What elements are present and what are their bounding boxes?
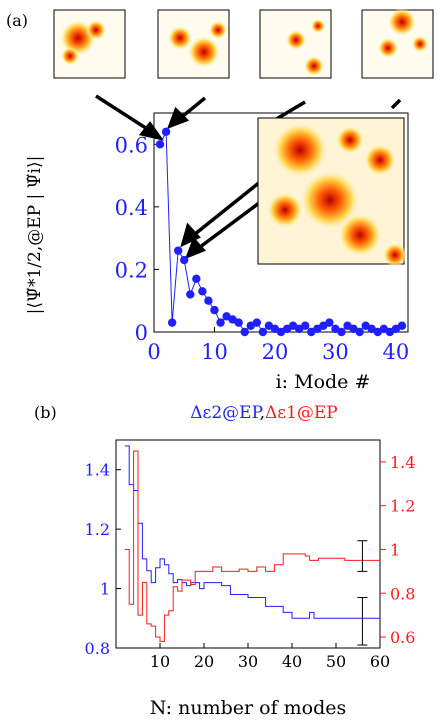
arrow-1-head xyxy=(138,121,165,141)
panel-a-point xyxy=(173,246,183,255)
panel-b-xlabel: N: number of modes xyxy=(150,697,347,719)
panel-a-point xyxy=(167,318,177,327)
panel-a-point xyxy=(204,296,213,305)
panel-a-point xyxy=(258,327,268,337)
panel-b-xtick-label: 50 xyxy=(326,652,346,671)
panel-a-point xyxy=(355,327,364,337)
inset-heatmap xyxy=(257,117,407,267)
panel-a-point xyxy=(161,127,171,136)
panel-b-red-series xyxy=(124,450,380,642)
mode-thumbnail-4 xyxy=(361,8,434,79)
panel-b-title-blue: Δε2@EP xyxy=(190,403,262,423)
panel-b-right-ytick-label: 1.2 xyxy=(390,497,415,516)
panel-a-point xyxy=(180,255,189,265)
panel-a-point xyxy=(186,290,195,299)
mode-thumbnail-3 xyxy=(259,9,332,79)
mode-thumbnail-1 xyxy=(53,9,126,79)
panel-a-ylabel: |⟨Ψ̃*1/2,@EP | Ψ̃i⟩| xyxy=(25,156,45,315)
panel-b-right-ytick-label: 1 xyxy=(390,540,400,559)
panel-b-left-ytick-label: 1.2 xyxy=(85,520,110,539)
panel-a-point xyxy=(155,140,165,149)
arrow-5-head xyxy=(180,222,201,248)
panel-a-point xyxy=(252,318,262,327)
panel-b-title-sep: , xyxy=(260,403,265,423)
panel-a-point xyxy=(325,318,334,327)
panel-a-ytick-label: 0.4 xyxy=(115,196,148,220)
panel-b-left-ytick-label: 0.8 xyxy=(85,639,110,658)
panel-a-point xyxy=(192,274,201,284)
panel-b-title: Δε2@EP,Δε1@EP xyxy=(190,403,337,423)
panel-a-xtick-label: 10 xyxy=(201,340,228,364)
mode-thumbnail-2 xyxy=(157,9,230,79)
panel-a-xtick-label: 30 xyxy=(322,340,349,364)
panel-b-right-ytick-label: 1.4 xyxy=(390,453,415,472)
panel-b-xtick-label: 10 xyxy=(150,652,170,671)
panel-b-right-ytick-label: 0.8 xyxy=(390,584,415,603)
panel-a-point xyxy=(300,321,310,330)
panel-a-ytick-label: 0.6 xyxy=(115,133,148,157)
panel-a-point xyxy=(234,318,243,327)
panel-b-xtick-label: 30 xyxy=(238,652,258,671)
arrow-2-head xyxy=(167,106,190,129)
panel-a-point xyxy=(210,305,219,315)
panel-a-xtick-label: 40 xyxy=(383,340,410,364)
panel-a-point xyxy=(240,327,249,337)
panel-b-plot: 10 20 30 40 50 60 0.8 1 1.2 1.4 0.6 0.8 1 1.2 1.4 xyxy=(85,439,415,671)
panel-a-xtick-label: 20 xyxy=(262,340,289,364)
panel-a-label: (a) xyxy=(6,11,28,30)
panel-b-title-red: Δε1@EP xyxy=(265,403,338,423)
panel-a-xlabel: i: Mode # xyxy=(276,371,371,393)
panel-b-label: (b) xyxy=(34,403,57,422)
panel-a-xtick-label: 0 xyxy=(147,340,160,364)
panel-b-left-ytick-label: 1.4 xyxy=(85,461,110,480)
arrow-1 xyxy=(95,94,153,134)
panel-b-xtick-label: 20 xyxy=(194,652,214,671)
panel-b-right-ytick-label: 0.6 xyxy=(390,628,415,647)
panel-b-blue-series xyxy=(124,445,380,619)
panel-a-point xyxy=(397,321,407,330)
panel-a-point xyxy=(337,327,346,337)
panel-a-point xyxy=(216,318,225,327)
panel-a-point xyxy=(198,287,207,296)
arrow-6-head xyxy=(184,236,206,260)
panel-b-xtick-label: 60 xyxy=(370,652,390,671)
panel-a-ytick-label: 0 xyxy=(135,321,148,345)
panel-a-ytick-label: 0.2 xyxy=(115,258,148,282)
arrow-4 xyxy=(390,98,402,110)
panel-b-frame xyxy=(115,439,381,649)
panel-a-plot: 0 10 20 30 40 0 0.2 0.4 0.6 xyxy=(115,112,410,364)
panel-b-xtick-label: 40 xyxy=(282,652,302,671)
panel-b-left-ytick-label: 1 xyxy=(100,580,110,599)
